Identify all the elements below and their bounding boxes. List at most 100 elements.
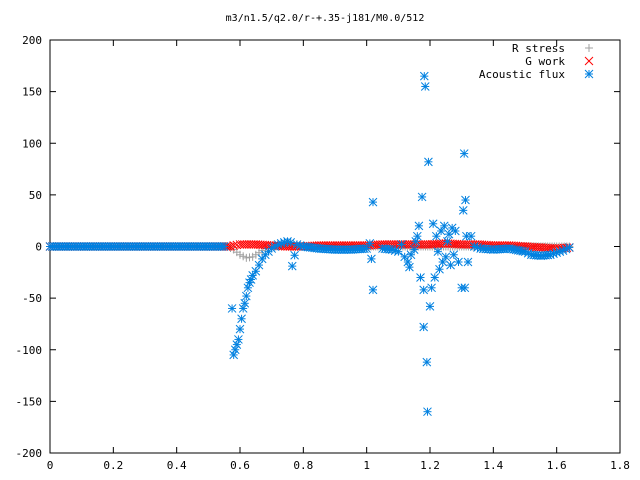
data-point: [243, 283, 253, 293]
data-point: [290, 250, 299, 260]
data-point: [459, 240, 469, 249]
data-point: [428, 219, 438, 229]
data-point: [466, 231, 476, 241]
data-point: [240, 298, 250, 308]
data-point: [422, 357, 432, 367]
y-tick-label: -150: [16, 395, 43, 408]
data-point: [419, 71, 429, 81]
data-point: [409, 245, 419, 254]
data-point: [421, 240, 430, 249]
data-point: [435, 264, 444, 274]
data-point: [439, 221, 449, 231]
x-tick-label: 0.6: [230, 459, 250, 472]
data-point: [367, 254, 376, 264]
data-point: [405, 262, 414, 272]
data-point: [430, 273, 440, 282]
legend-marker: [585, 44, 593, 52]
chart-title: m3/n1.5/q2.0/r-+.35-j181/M0.0/512: [226, 13, 425, 24]
data-point: [235, 240, 245, 249]
data-point: [425, 302, 435, 311]
data-point: [450, 226, 460, 236]
y-tick-label: -100: [16, 344, 43, 357]
data-point: [419, 285, 429, 295]
data-point: [412, 231, 422, 241]
y-tick-label: -50: [22, 292, 42, 305]
data-point: [441, 252, 451, 262]
data-point: [234, 335, 243, 344]
data-point: [457, 240, 467, 249]
x-tick-label: 0.8: [293, 459, 313, 472]
data-point: [403, 257, 413, 267]
data-point: [458, 206, 468, 215]
y-tick-label: 200: [22, 34, 42, 47]
data-point: [287, 261, 297, 271]
data-point: [237, 240, 247, 249]
data-point: [219, 242, 229, 251]
x-tick-label: 0: [47, 459, 54, 472]
data-point: [420, 82, 430, 91]
x-tick-label: 1.6: [547, 459, 567, 472]
data-point: [459, 149, 469, 158]
data-point: [427, 283, 436, 293]
data-point: [411, 236, 421, 246]
data-point: [393, 247, 403, 257]
x-tick-label: 0.4: [167, 459, 187, 472]
y-tick-label: -200: [16, 447, 43, 460]
data-point: [232, 340, 242, 349]
data-point: [449, 250, 459, 260]
x-tick-label: 1.2: [420, 459, 440, 472]
data-point: [418, 240, 428, 249]
x-tick-label: 0.2: [103, 459, 123, 472]
data-point: [295, 241, 305, 250]
data-point: [223, 242, 233, 251]
data-point: [286, 238, 296, 247]
data-point: [365, 239, 375, 248]
legend-marker: [584, 56, 594, 66]
data-point: [454, 257, 463, 267]
data-point: [416, 273, 425, 282]
data-point: [417, 192, 427, 202]
data-point: [257, 254, 267, 264]
data-point: [244, 240, 254, 249]
data-point: [241, 291, 251, 301]
data-point: [227, 304, 237, 313]
data-point: [419, 322, 429, 332]
data-point: [564, 243, 574, 252]
legend-label: Acoustic flux: [479, 68, 565, 81]
legend-marker: [584, 69, 594, 79]
x-tick-label: 1.8: [610, 459, 630, 472]
data-point: [464, 240, 473, 249]
series-layer: [45, 71, 574, 417]
y-tick-label: 0: [35, 241, 42, 254]
legend-label: R stress: [512, 42, 565, 55]
data-point: [460, 283, 470, 293]
y-tick-label: 100: [22, 137, 42, 150]
data-point: [237, 314, 246, 324]
data-point: [242, 240, 252, 249]
data-point: [245, 278, 254, 287]
data-point: [235, 324, 245, 334]
data-point: [246, 240, 256, 249]
data-point: [433, 247, 443, 257]
data-point: [463, 257, 473, 267]
x-tick-label: 1: [363, 459, 370, 472]
data-point: [397, 240, 406, 249]
data-point: [461, 240, 471, 249]
data-point: [230, 345, 240, 355]
x-tick-label: 1.4: [483, 459, 503, 472]
data-point: [443, 236, 452, 246]
data-point: [368, 285, 378, 295]
data-point: [461, 195, 470, 205]
legend-label: G work: [525, 55, 565, 68]
data-point: [424, 157, 433, 167]
y-tick-label: 150: [22, 86, 42, 99]
data-point: [414, 221, 424, 231]
data-point: [229, 350, 239, 360]
data-point: [238, 304, 248, 313]
y-tick-label: 50: [29, 189, 42, 202]
data-point: [368, 197, 378, 207]
x-axis: 0 0.2 0.4 0.6 0.8 1 1.2 1.4 1.6 1.8: [47, 40, 630, 472]
